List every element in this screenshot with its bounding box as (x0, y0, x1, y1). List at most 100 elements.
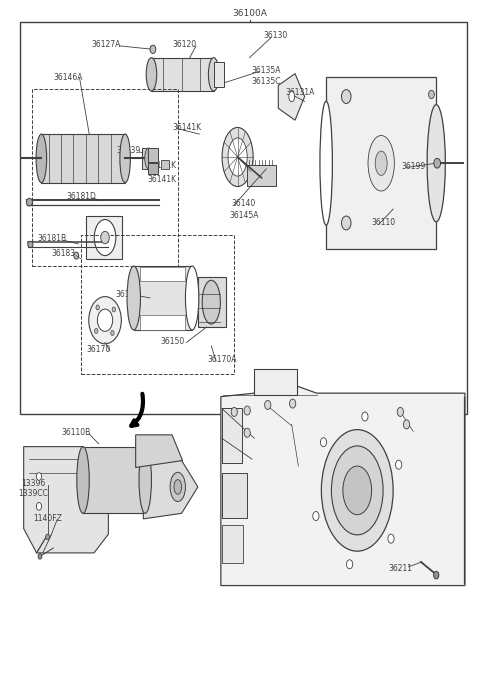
Bar (198, 277, 226, 327)
Bar (141, 315, 185, 330)
Bar (326, 77, 436, 249)
Ellipse shape (127, 266, 141, 330)
Bar (254, 369, 298, 395)
Ellipse shape (320, 101, 332, 226)
Ellipse shape (429, 90, 434, 99)
Text: 36183: 36183 (52, 249, 76, 258)
Text: 36181B: 36181B (38, 235, 67, 244)
Ellipse shape (101, 231, 109, 244)
Text: 36141K: 36141K (148, 161, 177, 170)
Bar (134, 266, 192, 330)
Text: 36139: 36139 (117, 146, 141, 155)
Polygon shape (278, 74, 305, 120)
Ellipse shape (46, 534, 49, 539)
Bar (161, 160, 168, 170)
Bar (222, 473, 247, 519)
Ellipse shape (231, 407, 238, 416)
Ellipse shape (202, 280, 220, 324)
Ellipse shape (388, 534, 394, 543)
Text: 13396: 13396 (21, 479, 46, 488)
Bar (86, 216, 122, 259)
Ellipse shape (145, 148, 153, 169)
Bar (141, 267, 185, 281)
Text: 36145A: 36145A (229, 211, 259, 220)
Ellipse shape (26, 198, 33, 206)
Ellipse shape (331, 446, 383, 535)
Ellipse shape (28, 242, 33, 248)
Ellipse shape (322, 429, 393, 551)
Ellipse shape (321, 438, 327, 447)
Ellipse shape (343, 466, 372, 515)
Text: 36150: 36150 (161, 337, 185, 345)
Ellipse shape (38, 553, 42, 559)
Text: 36182: 36182 (116, 290, 140, 299)
Text: 1140FZ: 1140FZ (33, 514, 62, 523)
Text: 36211: 36211 (388, 564, 412, 574)
Ellipse shape (427, 104, 445, 222)
Ellipse shape (396, 460, 402, 469)
Ellipse shape (77, 447, 89, 514)
Text: 36127A: 36127A (91, 40, 120, 49)
Text: 36130: 36130 (264, 31, 288, 40)
Bar (222, 409, 242, 463)
Ellipse shape (185, 266, 199, 330)
Text: 36131A: 36131A (285, 88, 314, 97)
Text: 36140: 36140 (232, 199, 256, 208)
Ellipse shape (74, 252, 79, 259)
Text: 36146A: 36146A (53, 72, 83, 81)
Polygon shape (221, 386, 465, 585)
Polygon shape (144, 447, 198, 519)
Ellipse shape (433, 571, 439, 579)
Bar (142, 148, 156, 169)
Ellipse shape (94, 219, 116, 255)
Bar (152, 58, 214, 91)
Ellipse shape (146, 58, 157, 91)
Bar (214, 62, 224, 87)
Bar (41, 134, 125, 182)
Ellipse shape (96, 305, 99, 310)
Ellipse shape (150, 45, 156, 54)
Text: 36135A: 36135A (252, 65, 281, 74)
Polygon shape (24, 447, 108, 553)
Ellipse shape (97, 309, 113, 331)
Ellipse shape (244, 428, 250, 437)
Polygon shape (136, 435, 182, 468)
Text: 36100A: 36100A (232, 8, 267, 17)
Bar (222, 525, 243, 563)
Text: 36110: 36110 (372, 219, 396, 228)
Ellipse shape (264, 400, 271, 409)
Ellipse shape (228, 138, 247, 176)
Bar (247, 166, 276, 186)
Ellipse shape (313, 512, 319, 521)
Text: 36170: 36170 (87, 345, 111, 354)
Ellipse shape (89, 296, 121, 344)
Ellipse shape (120, 134, 131, 182)
Ellipse shape (174, 480, 181, 494)
Ellipse shape (244, 406, 250, 415)
Text: 36170A: 36170A (207, 356, 237, 364)
FancyBboxPatch shape (20, 22, 468, 414)
Ellipse shape (139, 447, 152, 514)
Text: 36199: 36199 (401, 161, 425, 171)
Ellipse shape (434, 159, 441, 168)
Text: 36135C: 36135C (252, 77, 281, 86)
Ellipse shape (36, 503, 42, 510)
Text: 36110B: 36110B (62, 428, 91, 437)
Ellipse shape (36, 134, 47, 182)
Ellipse shape (347, 560, 353, 569)
Ellipse shape (95, 329, 98, 333)
Ellipse shape (208, 58, 219, 91)
Ellipse shape (111, 331, 114, 335)
Ellipse shape (289, 399, 296, 408)
Ellipse shape (404, 420, 409, 429)
Ellipse shape (289, 91, 295, 102)
Ellipse shape (112, 307, 116, 312)
Text: 36181D: 36181D (66, 192, 96, 201)
Ellipse shape (362, 412, 368, 421)
Bar (148, 148, 157, 162)
Ellipse shape (375, 151, 387, 175)
Ellipse shape (36, 473, 42, 480)
Ellipse shape (222, 127, 253, 187)
Bar (148, 164, 157, 174)
Text: 36141K: 36141K (148, 175, 177, 184)
